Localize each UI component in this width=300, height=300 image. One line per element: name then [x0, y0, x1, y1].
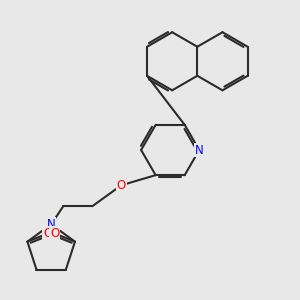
Text: O: O: [117, 179, 126, 192]
Text: O: O: [50, 227, 59, 240]
Text: N: N: [47, 218, 56, 231]
Text: N: N: [195, 143, 204, 157]
Text: O: O: [43, 227, 52, 240]
